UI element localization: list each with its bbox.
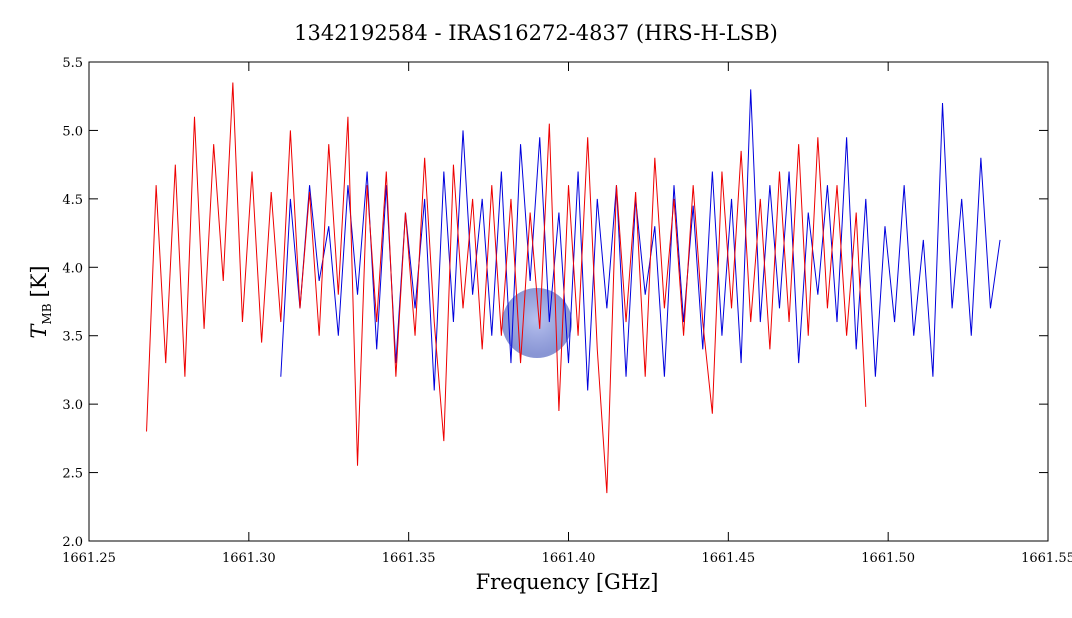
y-axis-unit: [K] xyxy=(27,265,51,297)
y-axis-symbol: T xyxy=(27,323,51,339)
y-tick-label: 2.0 xyxy=(62,535,83,550)
x-tick-label: 1661.35 xyxy=(382,551,436,566)
y-tick-label: 4.0 xyxy=(62,261,83,276)
y-tick-label: 5.5 xyxy=(62,56,83,71)
spectrum-line xyxy=(146,82,867,494)
y-tick-label: 4.5 xyxy=(62,193,83,208)
x-tick-label: 1661.40 xyxy=(542,551,596,566)
x-tick-label: 1661.50 xyxy=(861,551,915,566)
x-axis-title: Frequency [GHz] xyxy=(476,570,659,594)
y-axis-title: TMB [K] xyxy=(27,265,54,338)
plot-area xyxy=(146,82,1001,494)
x-tick-label: 1661.30 xyxy=(222,551,276,566)
plot-frame xyxy=(88,61,1049,542)
y-tick-label: 3.5 xyxy=(62,330,83,345)
x-tick-label: 1661.55 xyxy=(1021,551,1072,566)
x-tick-label: 1661.45 xyxy=(701,551,755,566)
chart-title: 1342192584 - IRAS16272-4837 (HRS-H-LSB) xyxy=(294,21,778,45)
y-tick-label: 3.0 xyxy=(62,398,83,413)
spectrum-line xyxy=(280,89,1001,391)
y-tick-label: 2.5 xyxy=(62,467,83,482)
x-tick-label: 1661.25 xyxy=(62,551,116,566)
y-tick-label: 5.0 xyxy=(62,124,83,139)
y-axis-subscript: MB xyxy=(40,303,54,324)
axes xyxy=(88,61,1049,542)
